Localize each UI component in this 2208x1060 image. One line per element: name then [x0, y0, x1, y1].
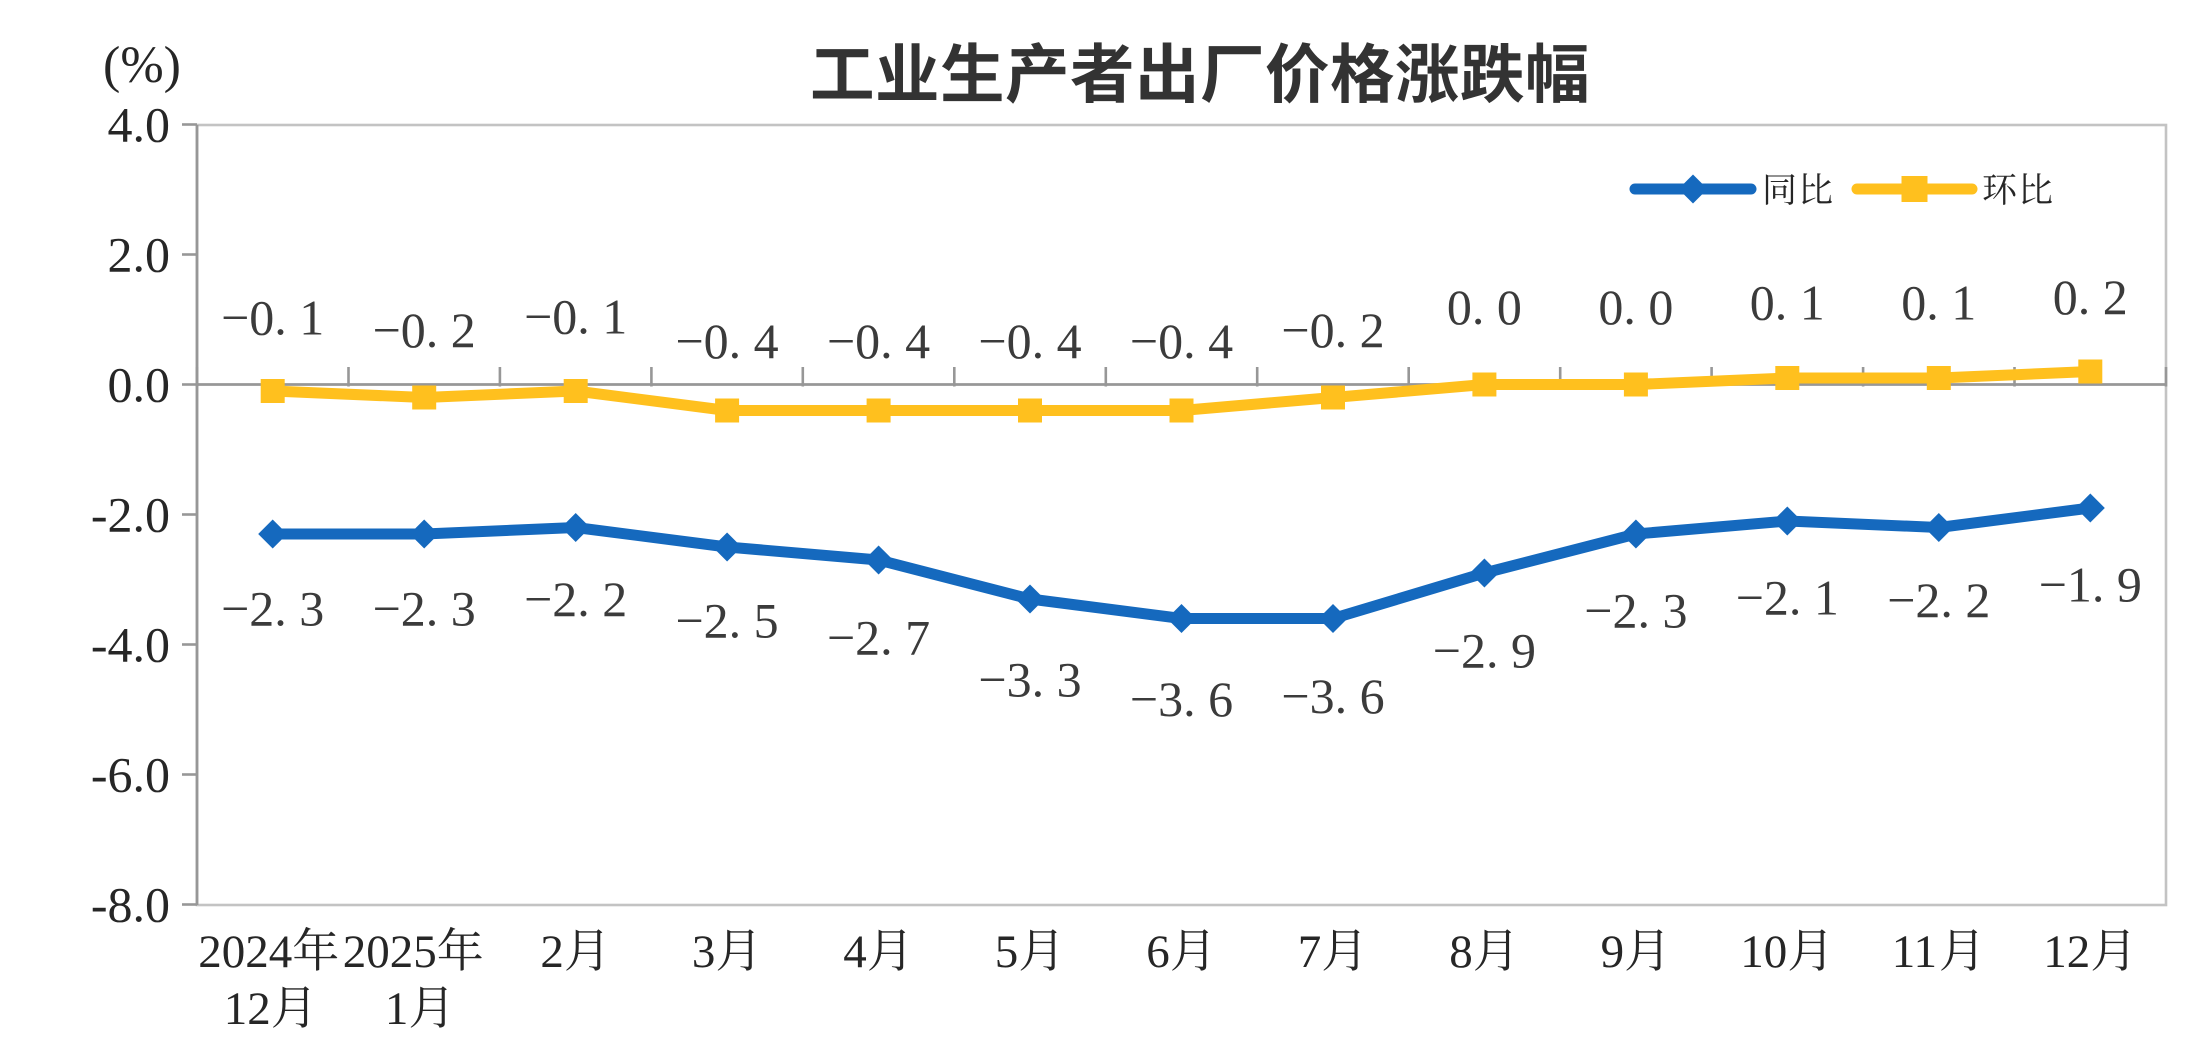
svg-text:−0. 4: −0. 4	[1130, 313, 1233, 369]
svg-text:−0. 2: −0. 2	[373, 302, 476, 358]
svg-text:3: 3	[692, 926, 716, 978]
svg-text:−2. 3: −2. 3	[373, 581, 476, 637]
svg-text:−3. 3: −3. 3	[978, 652, 1081, 708]
svg-text:5: 5	[995, 926, 1019, 978]
svg-text:-6.0: -6.0	[91, 747, 170, 803]
svg-text:7: 7	[1298, 926, 1322, 978]
svg-text:−0. 1: −0. 1	[221, 290, 324, 346]
svg-text:2024: 2024	[198, 926, 292, 978]
svg-text:−2. 1: −2. 1	[1736, 570, 1839, 626]
svg-text:−2. 3: −2. 3	[1584, 583, 1687, 639]
svg-text:4.0: 4.0	[108, 97, 171, 153]
svg-text:(%): (%)	[103, 37, 181, 94]
svg-text:0.0: 0.0	[108, 357, 171, 413]
svg-text:−3. 6: −3. 6	[1130, 671, 1233, 727]
svg-text:−2. 9: −2. 9	[1433, 623, 1536, 679]
svg-text:−2. 5: −2. 5	[675, 593, 778, 649]
svg-text:0. 2: 0. 2	[2053, 269, 2128, 325]
svg-text:−1. 9: −1. 9	[2039, 557, 2142, 613]
svg-text:-8.0: -8.0	[91, 877, 170, 933]
svg-text:−2. 2: −2. 2	[1887, 572, 1990, 628]
svg-text:−0. 1: −0. 1	[524, 289, 627, 345]
svg-text:−3. 6: −3. 6	[1281, 668, 1384, 724]
svg-text:1: 1	[385, 983, 409, 1035]
svg-text:−0. 4: −0. 4	[978, 313, 1081, 369]
svg-text:0. 1: 0. 1	[1750, 275, 1825, 331]
svg-text:−2. 7: −2. 7	[827, 610, 930, 666]
svg-text:2.0: 2.0	[108, 227, 171, 283]
svg-text:6: 6	[1146, 926, 1170, 978]
svg-text:8: 8	[1449, 926, 1473, 978]
svg-text:0. 0: 0. 0	[1598, 279, 1673, 335]
svg-text:−0. 4: −0. 4	[675, 313, 778, 369]
svg-text:−2. 3: −2. 3	[221, 581, 324, 637]
svg-text:4: 4	[843, 926, 867, 978]
svg-text:12: 12	[224, 983, 271, 1035]
svg-text:12: 12	[2043, 926, 2090, 978]
svg-text:-4.0: -4.0	[91, 617, 170, 673]
svg-text:−0. 2: −0. 2	[1281, 302, 1384, 358]
svg-text:−0. 4: −0. 4	[827, 313, 930, 369]
svg-text:0. 0: 0. 0	[1447, 279, 1522, 335]
svg-text:0. 1: 0. 1	[1901, 275, 1976, 331]
svg-text:9: 9	[1601, 926, 1625, 978]
svg-text:2: 2	[540, 926, 564, 978]
svg-text:11: 11	[1892, 926, 1937, 978]
svg-text:−2. 2: −2. 2	[524, 571, 627, 627]
svg-text:-2.0: -2.0	[91, 487, 170, 543]
svg-text:2025: 2025	[343, 926, 437, 978]
svg-text:10: 10	[1740, 926, 1787, 978]
